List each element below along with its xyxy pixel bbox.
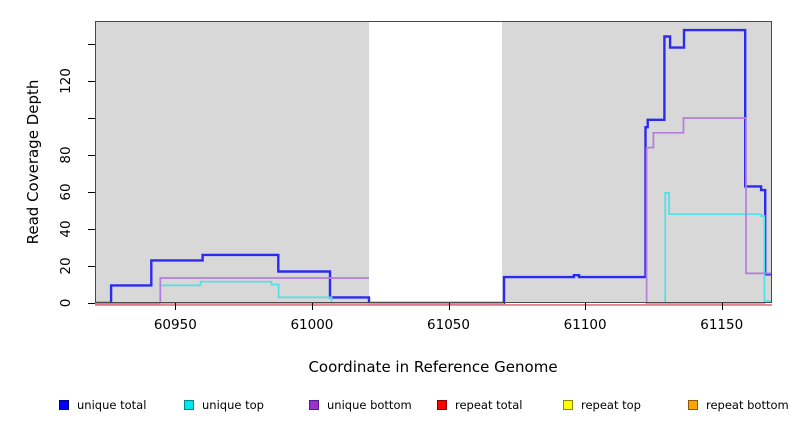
y-tick-label: 80 xyxy=(58,146,74,164)
legend-item-unique-top: unique top xyxy=(184,397,264,413)
legend-swatch-icon xyxy=(437,400,447,410)
y-tick-label: 40 xyxy=(58,220,74,238)
series-unique-bottom-line xyxy=(645,117,772,304)
y-tick-mark xyxy=(88,154,95,156)
x-tick-label: 61100 xyxy=(563,317,607,333)
coverage-plot-canvas xyxy=(95,21,772,306)
legend: unique total unique top unique bottom repea… xyxy=(0,397,792,417)
legend-label: repeat total xyxy=(455,398,523,412)
x-axis-title: Coordinate in Reference Genome xyxy=(308,358,558,376)
series-unique-total-line xyxy=(95,28,772,305)
y-tick-label: 20 xyxy=(58,257,74,275)
x-tick-mark xyxy=(721,303,723,310)
mask-region xyxy=(369,21,503,303)
legend-item-repeat-total: repeat total xyxy=(437,397,522,413)
legend-swatch-icon xyxy=(184,400,194,410)
x-tick-label: 61000 xyxy=(290,317,334,333)
x-tick-label: 61150 xyxy=(700,317,744,333)
legend-item-unique-total: unique total xyxy=(59,397,146,413)
y-tick-mark xyxy=(88,228,95,230)
legend-label: unique bottom xyxy=(327,398,412,412)
series-unique-bottom-line xyxy=(95,277,369,305)
y-tick-label: 60 xyxy=(58,183,74,201)
legend-label: unique top xyxy=(202,398,264,412)
legend-swatch-icon xyxy=(688,400,698,410)
x-tick-mark xyxy=(311,303,313,310)
x-tick-mark xyxy=(585,303,587,310)
x-tick-label: 61050 xyxy=(427,317,470,333)
x-tick-mark xyxy=(448,303,450,310)
legend-label: repeat top xyxy=(581,398,641,412)
legend-swatch-icon xyxy=(563,400,573,410)
x-tick-mark xyxy=(175,303,177,310)
legend-swatch-icon xyxy=(309,400,319,410)
legend-swatch-icon xyxy=(59,400,69,410)
y-tick-label: 120 xyxy=(58,68,74,94)
y-tick-label: 0 xyxy=(58,298,74,308)
legend-item-repeat-bottom: repeat bottom xyxy=(688,397,789,413)
legend-label: unique total xyxy=(77,398,147,412)
y-axis-title: Read Coverage Depth xyxy=(24,79,42,245)
legend-item-unique-bottom: unique bottom xyxy=(309,397,412,413)
y-tick-mark xyxy=(88,43,95,45)
series-unique-top-line xyxy=(159,280,335,304)
y-tick-mark xyxy=(88,265,95,267)
y-tick-mark xyxy=(88,191,95,193)
legend-item-repeat-top: repeat top xyxy=(563,397,641,413)
legend-label: repeat bottom xyxy=(706,398,789,412)
x-tick-label: 60950 xyxy=(153,317,197,333)
y-tick-mark xyxy=(88,303,95,304)
y-tick-mark xyxy=(88,80,95,82)
y-tick-mark xyxy=(88,117,95,119)
plot-border xyxy=(95,21,772,303)
